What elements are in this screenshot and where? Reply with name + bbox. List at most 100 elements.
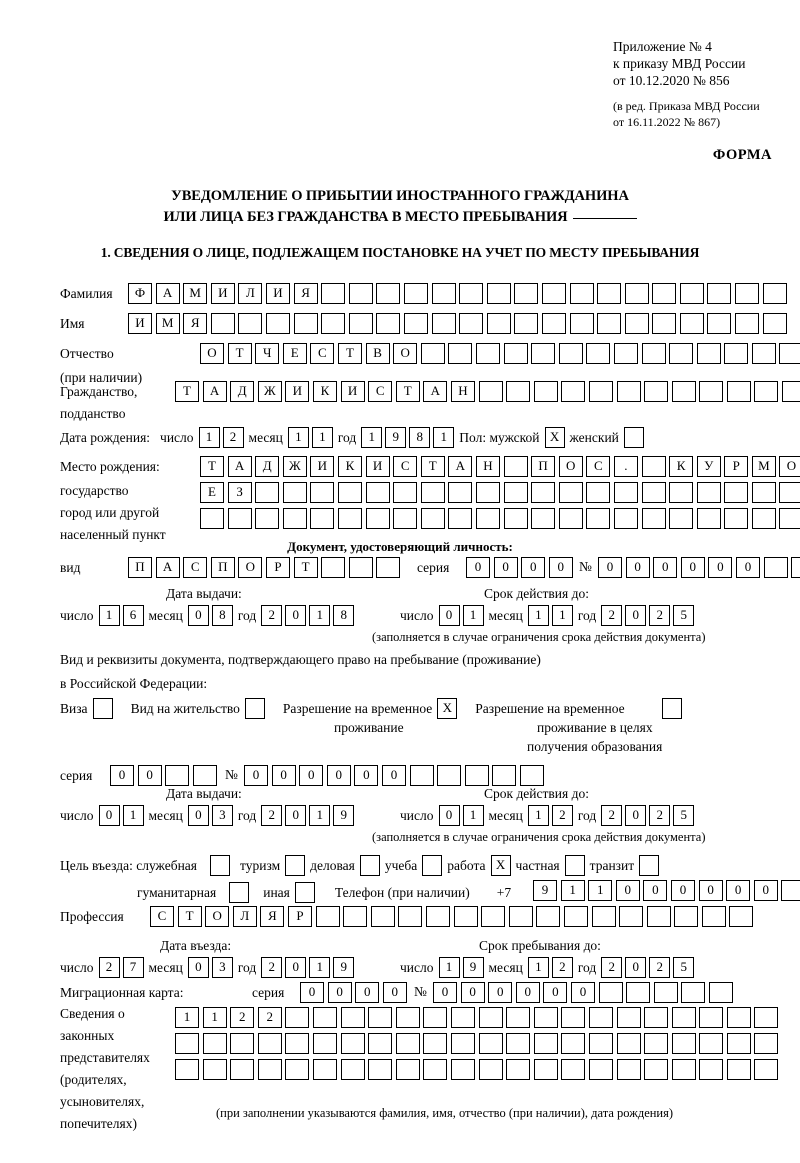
stay-year-3[interactable]: 2 xyxy=(649,957,671,978)
char-cell[interactable] xyxy=(431,283,456,304)
char-cell[interactable] xyxy=(598,982,623,1003)
char-cell[interactable] xyxy=(588,1007,613,1028)
char-cell[interactable]: Д xyxy=(230,381,255,402)
char-cell[interactable] xyxy=(679,313,704,334)
char-cell[interactable] xyxy=(202,1033,227,1054)
permit-issue-year-3[interactable]: 1 xyxy=(309,805,331,826)
char-cell[interactable] xyxy=(506,1033,531,1054)
char-cell[interactable]: 0 xyxy=(271,765,296,786)
stay-day-2[interactable]: 9 xyxy=(462,957,484,978)
char-cell[interactable] xyxy=(591,906,616,927)
checkbox-temp-residence-edu[interactable] xyxy=(661,698,682,719)
char-cell[interactable]: К xyxy=(669,456,694,477)
char-cell[interactable] xyxy=(724,508,749,529)
entry-month-2[interactable]: 3 xyxy=(211,957,233,978)
char-cell[interactable]: 0 xyxy=(488,982,513,1003)
char-cell[interactable] xyxy=(492,765,517,786)
char-cell[interactable]: Т xyxy=(177,906,202,927)
permit-issue-year-2[interactable]: 0 xyxy=(285,805,307,826)
entry-day-1[interactable]: 2 xyxy=(98,957,120,978)
char-cell[interactable] xyxy=(227,508,252,529)
char-cell[interactable]: С xyxy=(368,381,393,402)
char-cell[interactable] xyxy=(165,765,190,786)
char-cell[interactable]: П xyxy=(531,456,556,477)
char-cell[interactable] xyxy=(238,313,263,334)
char-cell[interactable] xyxy=(531,508,556,529)
permit-valid-year-1[interactable]: 2 xyxy=(601,805,623,826)
checkbox-purpose-business[interactable] xyxy=(359,855,380,876)
char-cell[interactable] xyxy=(735,313,760,334)
char-cell[interactable]: 0 xyxy=(299,765,324,786)
char-cell[interactable] xyxy=(475,482,500,503)
char-cell[interactable] xyxy=(616,1033,641,1054)
input-legal-row-2[interactable] xyxy=(175,1033,779,1054)
doc-issue-day-2[interactable]: 6 xyxy=(122,605,144,626)
char-cell[interactable] xyxy=(558,482,583,503)
char-cell[interactable] xyxy=(192,765,217,786)
char-cell[interactable] xyxy=(431,313,456,334)
char-cell[interactable]: 0 xyxy=(680,557,705,578)
birth-day-2[interactable]: 2 xyxy=(222,427,244,448)
char-cell[interactable] xyxy=(514,313,539,334)
char-cell[interactable] xyxy=(393,482,418,503)
char-cell[interactable] xyxy=(669,343,694,364)
char-cell[interactable] xyxy=(376,557,401,578)
char-cell[interactable] xyxy=(423,1059,448,1080)
char-cell[interactable]: А xyxy=(155,557,180,578)
char-cell[interactable] xyxy=(464,765,489,786)
char-cell[interactable]: Т xyxy=(420,456,445,477)
char-cell[interactable] xyxy=(671,381,696,402)
char-cell[interactable] xyxy=(448,508,473,529)
char-cell[interactable]: П xyxy=(128,557,152,578)
char-cell[interactable] xyxy=(724,343,749,364)
char-cell[interactable]: 0 xyxy=(698,880,723,901)
char-cell[interactable] xyxy=(699,381,724,402)
char-cell[interactable] xyxy=(779,508,800,529)
char-cell[interactable]: 0 xyxy=(708,557,733,578)
char-cell[interactable] xyxy=(561,381,586,402)
char-cell[interactable]: И xyxy=(265,283,290,304)
char-cell[interactable] xyxy=(285,1007,310,1028)
char-cell[interactable] xyxy=(569,313,594,334)
char-cell[interactable] xyxy=(395,1059,420,1080)
checkbox-residence-permit[interactable] xyxy=(244,698,265,719)
char-cell[interactable] xyxy=(624,313,649,334)
char-cell[interactable]: Р xyxy=(287,906,312,927)
char-cell[interactable] xyxy=(696,508,721,529)
char-cell[interactable]: И xyxy=(310,456,335,477)
char-cell[interactable] xyxy=(624,283,649,304)
doc-valid-year-2[interactable]: 0 xyxy=(625,605,647,626)
char-cell[interactable] xyxy=(376,283,401,304)
char-cell[interactable] xyxy=(699,1033,724,1054)
char-cell[interactable] xyxy=(541,283,566,304)
char-cell[interactable] xyxy=(531,482,556,503)
birth-year-4[interactable]: 1 xyxy=(433,427,455,448)
char-cell[interactable] xyxy=(586,343,611,364)
char-cell[interactable]: Я xyxy=(293,283,318,304)
checkbox-purpose-transit[interactable] xyxy=(639,855,660,876)
doc-valid-month-2[interactable]: 1 xyxy=(551,605,573,626)
doc-issue-day-1[interactable]: 1 xyxy=(98,605,120,626)
char-cell[interactable] xyxy=(423,1033,448,1054)
char-cell[interactable]: 0 xyxy=(244,765,268,786)
checkbox-sex-female[interactable] xyxy=(623,427,644,448)
char-cell[interactable]: 0 xyxy=(327,982,352,1003)
char-cell[interactable]: 1 xyxy=(588,880,613,901)
char-cell[interactable]: О xyxy=(205,906,230,927)
char-cell[interactable] xyxy=(312,1007,337,1028)
char-cell[interactable] xyxy=(486,283,511,304)
char-cell[interactable]: 0 xyxy=(326,765,351,786)
char-cell[interactable] xyxy=(541,313,566,334)
char-cell[interactable]: Д xyxy=(255,456,280,477)
char-cell[interactable] xyxy=(644,1007,669,1028)
char-cell[interactable]: А xyxy=(227,456,252,477)
char-cell[interactable] xyxy=(420,343,445,364)
char-cell[interactable] xyxy=(459,283,484,304)
stay-month-2[interactable]: 2 xyxy=(551,957,573,978)
char-cell[interactable]: 0 xyxy=(521,557,546,578)
char-cell[interactable] xyxy=(420,508,445,529)
char-cell[interactable]: О xyxy=(200,343,224,364)
